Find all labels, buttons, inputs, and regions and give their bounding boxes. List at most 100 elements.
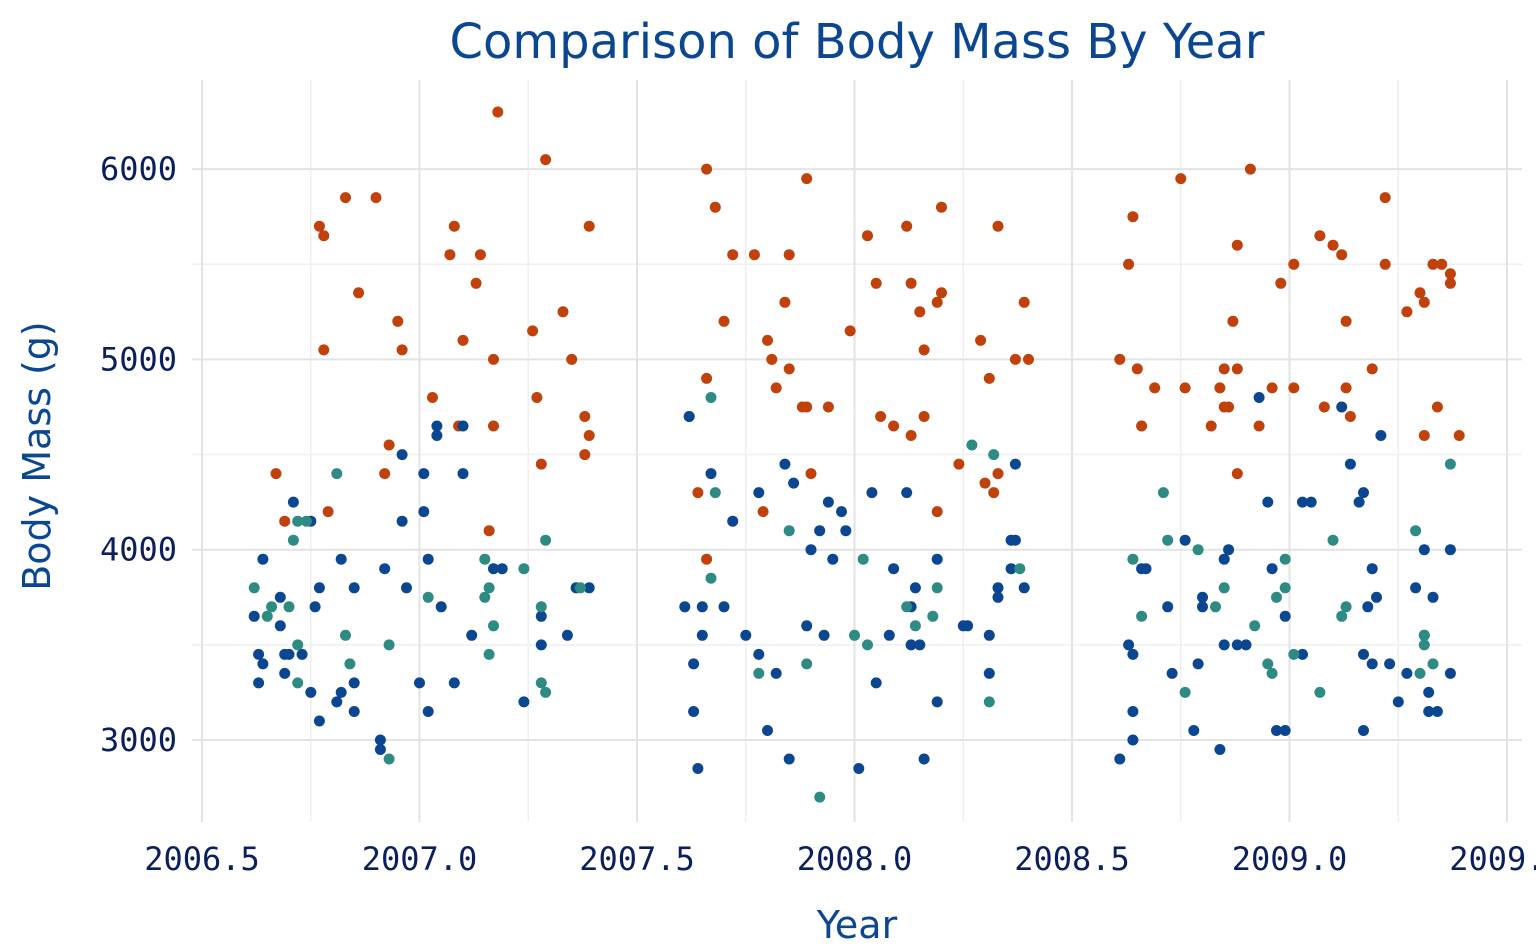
data-point xyxy=(1410,582,1422,594)
data-point xyxy=(1227,315,1239,327)
data-point xyxy=(914,306,926,318)
data-point xyxy=(914,639,926,651)
data-point xyxy=(1444,667,1456,679)
x-tick-label: 2009.0 xyxy=(1232,840,1348,878)
data-point xyxy=(566,353,578,365)
data-point xyxy=(535,610,547,622)
data-point xyxy=(783,363,795,375)
data-point xyxy=(583,582,595,594)
data-point xyxy=(414,677,425,689)
data-point xyxy=(692,487,704,499)
x-tick-label: 2009.5 xyxy=(1449,840,1536,878)
data-point xyxy=(1336,401,1348,413)
data-point xyxy=(762,334,773,346)
data-point xyxy=(918,411,930,422)
data-point xyxy=(1218,553,1230,565)
data-point xyxy=(1427,658,1439,670)
data-point xyxy=(905,430,917,441)
data-point xyxy=(1127,706,1139,717)
data-point xyxy=(901,601,913,613)
data-point xyxy=(457,334,469,346)
data-point xyxy=(396,344,408,356)
data-point xyxy=(1114,753,1126,765)
data-point xyxy=(1427,258,1439,270)
data-point xyxy=(1223,401,1235,413)
data-point xyxy=(1244,163,1256,175)
data-point xyxy=(1197,601,1208,613)
data-point xyxy=(1162,601,1174,613)
data-point xyxy=(1009,534,1021,546)
data-point xyxy=(931,296,943,308)
data-point xyxy=(1305,496,1317,508)
data-point xyxy=(683,411,695,422)
data-point xyxy=(753,648,765,660)
y-axis-title: Body Mass (g) xyxy=(15,321,59,591)
data-point xyxy=(1018,582,1030,594)
data-point xyxy=(1262,658,1274,670)
data-point xyxy=(862,230,873,242)
data-point xyxy=(979,477,991,489)
data-point xyxy=(1127,553,1139,565)
data-point xyxy=(1340,601,1352,613)
data-point xyxy=(527,325,539,337)
data-point xyxy=(283,648,295,660)
data-point xyxy=(836,506,847,518)
data-point xyxy=(753,667,765,679)
data-point xyxy=(431,420,443,432)
data-point xyxy=(335,553,347,565)
data-point xyxy=(1023,353,1034,365)
x-tick-label: 2006.5 xyxy=(144,840,260,878)
data-point xyxy=(992,591,1004,603)
data-point xyxy=(313,582,325,594)
data-point xyxy=(679,601,691,613)
data-point xyxy=(540,534,552,546)
data-point xyxy=(383,753,395,765)
data-point xyxy=(1271,725,1282,736)
data-point xyxy=(1401,306,1413,318)
data-point xyxy=(492,106,504,118)
data-point xyxy=(348,582,360,594)
data-point xyxy=(1266,667,1278,679)
data-point xyxy=(479,553,491,565)
data-point xyxy=(1014,563,1026,575)
data-point xyxy=(1271,591,1282,603)
data-point xyxy=(818,629,830,641)
data-point xyxy=(535,677,547,689)
data-point xyxy=(783,753,795,765)
x-tick-label: 2008.0 xyxy=(797,840,913,878)
data-point xyxy=(1314,230,1326,242)
data-point xyxy=(788,477,800,489)
data-point xyxy=(992,582,1004,594)
data-point xyxy=(1444,268,1456,280)
data-point xyxy=(392,315,404,327)
data-point xyxy=(727,515,739,527)
data-point xyxy=(918,344,930,356)
data-point xyxy=(1262,496,1274,508)
data-point xyxy=(1210,601,1221,613)
data-point xyxy=(1358,725,1369,736)
data-point xyxy=(962,620,974,632)
data-point xyxy=(883,629,895,641)
data-point xyxy=(1179,534,1191,546)
data-point xyxy=(1009,353,1021,365)
data-point xyxy=(966,439,978,451)
data-point xyxy=(1149,382,1161,394)
data-point xyxy=(1431,401,1443,413)
data-point xyxy=(1179,382,1191,394)
data-point xyxy=(918,753,930,765)
data-point xyxy=(1231,639,1243,651)
data-point xyxy=(1192,658,1204,670)
data-point xyxy=(1314,686,1326,698)
data-point xyxy=(1136,420,1148,432)
data-point xyxy=(1192,544,1204,556)
data-point xyxy=(1009,458,1021,470)
data-point xyxy=(401,582,412,594)
data-point xyxy=(766,353,778,365)
data-point xyxy=(1414,287,1426,299)
data-point xyxy=(335,686,347,698)
data-point xyxy=(718,315,730,327)
data-point xyxy=(292,677,304,689)
data-point xyxy=(1131,363,1143,375)
data-point xyxy=(931,506,943,518)
data-point xyxy=(1418,629,1430,641)
